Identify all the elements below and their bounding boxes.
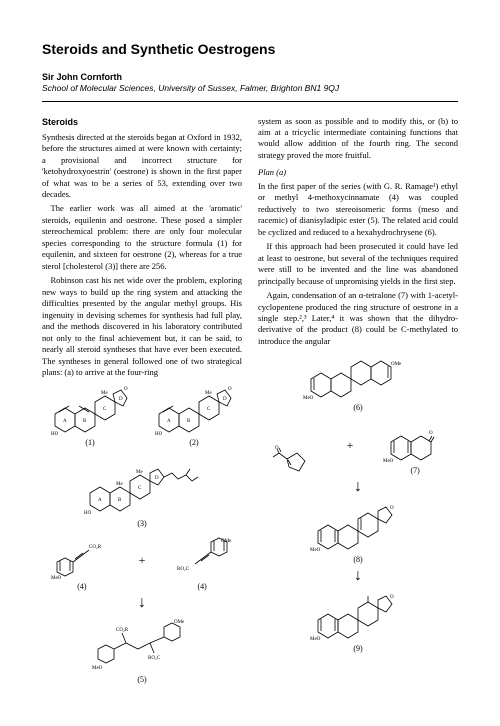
svg-text:O: O (275, 446, 279, 451)
svg-text:MeO: MeO (310, 548, 321, 553)
svg-text:O: O (390, 595, 394, 600)
svg-text:A: A (167, 419, 171, 424)
svg-text:MeO: MeO (310, 637, 321, 642)
ho-label: HO (155, 432, 163, 436)
ho-label: HO (51, 432, 59, 436)
steroid-icon: HO Me O A B C D (49, 384, 131, 436)
structure-label: (5) (137, 675, 146, 686)
cyclopentene-icon: O (269, 437, 317, 477)
structure-6: MeO OMe (6) (258, 353, 458, 414)
two-column-body: Steroids Synthesis directed at the stero… (42, 116, 458, 686)
paragraph: In the first paper of the series (with G… (258, 181, 458, 238)
structure-label: (4) (77, 582, 86, 593)
tetralone-icon: O MeO (383, 420, 447, 464)
o-label: O (228, 387, 232, 392)
structure-2: HO Me O A B C D (2) (153, 384, 235, 449)
cholesterol-icon: HO Me Me A B C D (82, 455, 202, 517)
svg-text:O: O (390, 506, 394, 511)
svg-text:MeO: MeO (383, 459, 394, 464)
structure-row-7: O + O MeO (7) (258, 420, 458, 495)
structure-label: (3) (137, 519, 146, 530)
cinnamate-icon: RO₂C OMe (171, 536, 233, 580)
structure-8: O MeO (8) ↓ (258, 501, 458, 584)
plus-icon: + (347, 437, 354, 461)
paragraph: system as soon as possible and to modify… (258, 116, 458, 162)
structure-label: (9) (353, 644, 362, 655)
svg-text:C: C (207, 407, 211, 412)
structure-5: MeO OMe CO₂R RO₂C (5) (42, 617, 242, 686)
structure-1: HO Me O A B C D (1) (49, 384, 131, 449)
acetylcyclopentene: O (269, 437, 317, 477)
structure-label: (6) (353, 403, 362, 414)
structure-9: O MeO (9) (258, 590, 458, 655)
paragraph: Again, condensation of an α-tetralone (7… (258, 290, 458, 347)
tetracycle-icon: O MeO (310, 590, 406, 642)
svg-text:Me: Me (116, 482, 123, 487)
svg-text:CO₂R: CO₂R (116, 628, 129, 633)
structure-4b: RO₂C OMe (4) (171, 536, 233, 593)
affiliation: School of Molecular Sciences, University… (42, 83, 458, 94)
svg-text:A: A (63, 419, 67, 424)
svg-text:D: D (155, 476, 159, 481)
cinnamate-icon: CO₂R MeO (51, 536, 113, 580)
me-label: Me (205, 391, 212, 396)
paragraph: If this approach had been prosecuted it … (258, 241, 458, 287)
svg-text:C: C (138, 486, 142, 491)
svg-text:B: B (83, 419, 87, 424)
svg-text:RO₂C: RO₂C (177, 567, 190, 572)
arrow-down-icon: ↓ (258, 568, 458, 584)
svg-text:CO₂R: CO₂R (89, 545, 102, 550)
paragraph: Synthesis directed at the steroids began… (42, 132, 242, 201)
svg-text:Me: Me (136, 470, 143, 475)
svg-text:B: B (187, 419, 191, 424)
svg-text:RO₂C: RO₂C (148, 656, 161, 661)
svg-text:OMe: OMe (221, 539, 232, 544)
structure-label: (7) (410, 466, 419, 477)
svg-text:OMe: OMe (174, 620, 185, 625)
ho-label: HO (84, 511, 92, 516)
divider (42, 101, 458, 102)
me-label: Me (101, 391, 108, 396)
author-name: Sir John Cornforth (42, 71, 458, 83)
arrow-down-icon: ↓ (42, 595, 242, 611)
o-label: O (124, 387, 128, 392)
structure-7: O MeO (7) (383, 420, 447, 477)
diester-icon: MeO OMe CO₂R RO₂C (92, 617, 192, 673)
structure-label: (1) (85, 438, 94, 449)
svg-text:D: D (223, 397, 227, 402)
svg-text:MeO: MeO (51, 576, 62, 580)
section-heading: Steroids (42, 116, 242, 128)
steroid-icon: HO Me O A B C D (153, 384, 235, 436)
svg-text:A: A (98, 498, 102, 503)
svg-text:B: B (118, 498, 122, 503)
structure-row-1-2: HO Me O A B C D (1) HO (42, 384, 242, 449)
svg-text:MeO: MeO (303, 396, 314, 401)
paragraph: Robinson cast his net wide over the prob… (42, 275, 242, 378)
svg-text:C: C (103, 407, 107, 412)
svg-text:MeO: MeO (92, 666, 103, 671)
structure-label: (4) (197, 582, 206, 593)
paragraph: The earlier work was all aimed at the 'a… (42, 203, 242, 272)
structure-4a: CO₂R MeO (4) (51, 536, 113, 593)
tetracycle-icon: O MeO (310, 501, 406, 553)
svg-text:D: D (119, 397, 123, 402)
structure-label: (2) (189, 438, 198, 449)
structure-row-4: CO₂R MeO (4) + RO₂C OMe (4) ↓ (42, 536, 242, 611)
plus-icon: + (139, 552, 146, 576)
structure-label: (8) (353, 555, 362, 566)
structure-3: HO Me Me A B C D (3) (42, 455, 242, 530)
svg-text:OMe: OMe (391, 362, 402, 367)
chrysene-icon: MeO OMe (303, 353, 413, 401)
plan-subheading: Plan (a) (258, 167, 458, 178)
svg-text:O: O (429, 431, 433, 436)
arrow-down-icon: ↓ (258, 479, 458, 495)
page-title: Steroids and Synthetic Oestrogens (42, 40, 458, 59)
